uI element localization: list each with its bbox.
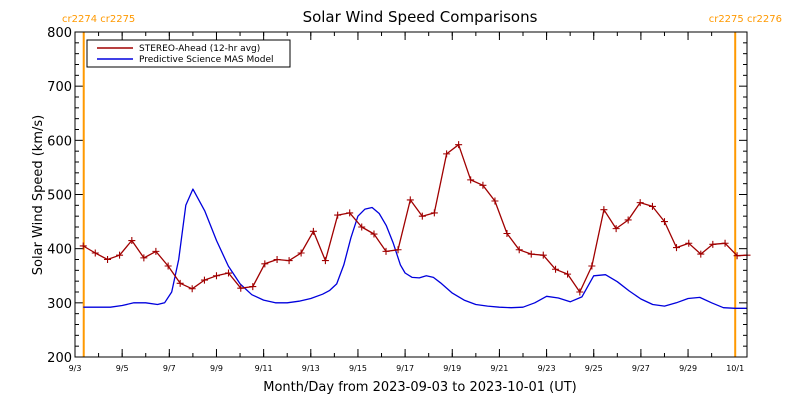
data-point-stereo: [200, 276, 208, 284]
data-point-stereo: [237, 284, 245, 292]
data-point-stereo: [152, 247, 160, 255]
series-line-stereo: [82, 144, 748, 293]
data-point-stereo: [382, 247, 390, 255]
data-point-stereo: [527, 250, 535, 258]
y-tick-label: 800: [47, 26, 72, 41]
legend-box: [86, 39, 291, 68]
legend-label: Predictive Science MAS Model: [139, 55, 274, 65]
carrington-markers: cr2274 cr2275 cr2275 cr2276: [62, 14, 782, 357]
data-point-stereo: [128, 237, 136, 245]
data-point-stereo: [576, 288, 584, 296]
data-point-stereo: [346, 209, 354, 217]
x-tick-label: 9/19: [443, 364, 461, 373]
x-tick-label: 10/1: [726, 364, 744, 373]
data-point-stereo: [334, 211, 342, 219]
data-point-stereo: [176, 279, 184, 287]
data-point-stereo: [79, 242, 87, 250]
data-point-stereo: [733, 252, 741, 260]
data-point-stereo: [418, 212, 426, 220]
data-point-stereo: [273, 256, 281, 263]
x-tick-label: 9/11: [255, 364, 273, 373]
legend: STEREO-Ahead (12-hr avg)Predictive Scien…: [86, 39, 291, 68]
data-point-stereo: [443, 150, 451, 158]
data-point-stereo: [479, 181, 487, 189]
y-tick-label: 400: [47, 243, 72, 258]
y-axis-label: Solar Wind Speed (km/s): [31, 115, 46, 275]
data-point-stereo: [539, 251, 547, 259]
data-point-stereo: [503, 230, 511, 237]
data-point-stereo: [406, 196, 414, 204]
carrington-marker-label: cr2275 cr2276: [709, 14, 782, 25]
data-point-stereo: [309, 227, 317, 235]
x-tick-label: 9/25: [585, 364, 603, 373]
data-point-stereo: [104, 256, 112, 263]
data-point-stereo: [624, 216, 632, 224]
x-tick-label: 9/13: [302, 364, 320, 373]
plot-frame: [74, 31, 748, 358]
data-point-stereo: [552, 265, 560, 273]
data-point-stereo: [370, 230, 378, 238]
chart-title: Solar Wind Speed Comparisons: [303, 8, 538, 26]
data-point-stereo: [394, 246, 402, 254]
x-tick-label: 9/3: [69, 364, 82, 373]
data-point-stereo: [455, 141, 463, 149]
x-tick-label: 9/27: [632, 364, 650, 373]
y-tick-label: 600: [47, 134, 72, 149]
data-point-stereo: [358, 223, 366, 231]
data-point-stereo: [224, 269, 232, 277]
y-tick-label: 700: [47, 80, 72, 95]
axis-ticks: 200 300 400 500 600 700 800 9/3 9/5 9/7 9/9 9/11 9/1…: [47, 26, 747, 373]
data-point-stereo: [249, 283, 257, 291]
data-point-stereo: [660, 218, 668, 226]
data-point-stereo: [588, 262, 596, 270]
data-point-stereo: [116, 251, 124, 259]
data-point-stereo: [685, 239, 693, 247]
x-tick-label: 9/21: [490, 364, 508, 373]
x-tick-label: 9/9: [210, 364, 223, 373]
data-point-stereo: [636, 199, 644, 207]
carrington-marker-label: cr2274 cr2275: [62, 14, 135, 25]
data-series: [79, 141, 751, 309]
data-point-stereo: [91, 249, 99, 257]
y-tick-label: 500: [47, 189, 72, 204]
legend-label: STEREO-Ahead (12-hr avg): [139, 44, 260, 54]
data-point-stereo: [491, 197, 499, 205]
data-point-stereo: [515, 246, 523, 254]
data-point-stereo: [564, 270, 572, 278]
data-point-stereo: [648, 202, 656, 210]
x-tick-label: 9/29: [679, 364, 697, 373]
data-point-stereo: [430, 209, 438, 217]
data-point-stereo: [321, 257, 329, 265]
x-tick-label: 9/7: [163, 364, 176, 373]
series-line-model: [83, 188, 747, 309]
data-point-stereo: [467, 176, 475, 184]
x-tick-label: 9/5: [116, 364, 129, 373]
data-point-stereo: [612, 225, 620, 233]
data-point-stereo: [721, 239, 729, 247]
data-point-stereo: [188, 285, 196, 293]
data-point-stereo: [261, 260, 269, 268]
data-point-stereo: [672, 244, 680, 252]
data-point-stereo: [164, 262, 172, 270]
data-point-stereo: [709, 240, 717, 248]
x-tick-label: 9/17: [396, 364, 414, 373]
data-point-stereo: [285, 257, 293, 265]
y-tick-label: 300: [47, 297, 72, 312]
y-tick-label: 200: [47, 351, 72, 366]
data-point-stereo: [297, 249, 305, 257]
x-tick-label: 9/23: [538, 364, 556, 373]
data-point-stereo: [697, 250, 705, 258]
data-point-stereo: [140, 254, 148, 262]
data-point-stereo: [600, 206, 608, 214]
x-axis-label: Month/Day from 2023-09-03 to 2023-10-01 …: [263, 380, 576, 395]
x-tick-label: 9/15: [349, 364, 367, 373]
data-point-stereo: [212, 272, 220, 280]
